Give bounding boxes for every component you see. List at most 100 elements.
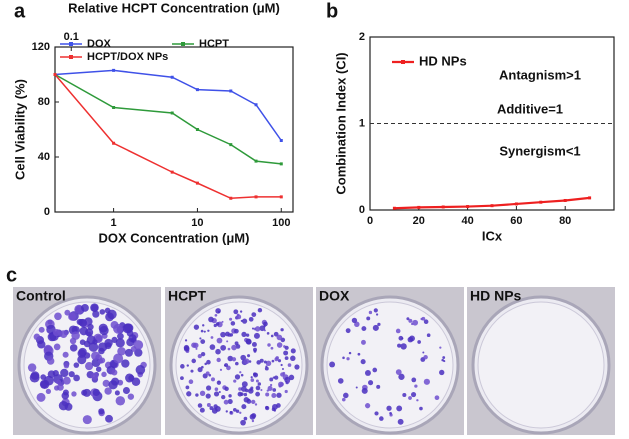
- colony: [240, 386, 247, 392]
- colony: [215, 348, 221, 355]
- colony: [95, 366, 102, 372]
- colony: [220, 331, 226, 338]
- colony: [54, 312, 62, 321]
- colony: [372, 367, 378, 373]
- colony: [180, 376, 184, 381]
- colony: [60, 368, 69, 378]
- colony: [77, 349, 87, 358]
- colony: [288, 374, 295, 381]
- marker: [112, 68, 116, 72]
- marker: [170, 111, 174, 115]
- colony: [245, 333, 250, 337]
- colony: [206, 403, 211, 407]
- series-line: [54, 69, 282, 141]
- colony: [99, 357, 106, 364]
- y-tick-label: 120: [32, 41, 50, 53]
- colony: [254, 326, 261, 332]
- colony: [85, 328, 94, 337]
- marker: [229, 143, 233, 147]
- colony: [442, 356, 446, 359]
- colony: [253, 314, 256, 317]
- dish-inner: [326, 301, 454, 429]
- colony: [290, 355, 296, 362]
- colony: [355, 386, 358, 389]
- colony: [273, 331, 279, 337]
- colony: [434, 395, 440, 401]
- colony: [236, 313, 240, 317]
- colony: [412, 319, 419, 326]
- colony: [199, 337, 202, 340]
- y-axis-label: Cell Viability (%): [12, 79, 27, 180]
- colony: [56, 379, 62, 385]
- marker: [170, 75, 174, 79]
- colony: [342, 356, 345, 360]
- colony: [290, 348, 296, 354]
- colony: [266, 389, 269, 392]
- colony: [205, 385, 212, 391]
- colony: [252, 372, 257, 377]
- annotation: Antagnism>1: [499, 67, 581, 82]
- x-axis-label: DOX Concentration (μM): [99, 230, 250, 245]
- y-tick-label: 40: [38, 151, 50, 163]
- x2-axis-label: Relative HCPT Concentration (μM): [68, 0, 280, 15]
- marker: [490, 204, 494, 208]
- colony: [364, 369, 371, 376]
- colony: [117, 332, 124, 340]
- marker: [195, 181, 199, 185]
- colony: [280, 363, 283, 367]
- colony: [223, 399, 229, 405]
- colony: [207, 329, 210, 332]
- colony: [275, 356, 279, 360]
- colony: [256, 360, 261, 365]
- colony: [354, 321, 360, 328]
- colony: [213, 404, 218, 409]
- colony: [205, 393, 211, 399]
- colony: [283, 350, 289, 356]
- colony: [190, 369, 194, 373]
- legend-label: HCPT: [199, 38, 229, 50]
- colony: [221, 394, 226, 400]
- colony: [86, 335, 96, 345]
- colony: [230, 321, 236, 326]
- colony: [248, 388, 254, 394]
- colony: [56, 383, 64, 391]
- colony: [423, 319, 429, 324]
- colony: [271, 393, 277, 399]
- colony: [117, 346, 126, 356]
- colony: [294, 364, 300, 370]
- colony: [247, 354, 251, 358]
- colony: [208, 316, 214, 323]
- colony: [92, 310, 100, 318]
- colony: [254, 403, 258, 406]
- annotation: Synergism<1: [499, 143, 580, 158]
- colony: [99, 309, 106, 315]
- colony: [406, 317, 410, 321]
- colony: [202, 324, 205, 327]
- colony: [223, 364, 227, 367]
- colony: [257, 382, 262, 386]
- colony: [265, 360, 272, 367]
- colony: [233, 309, 239, 315]
- legend-marker: [69, 42, 73, 46]
- colony: [423, 354, 428, 360]
- panel-label: c: [6, 264, 17, 286]
- colony: [263, 360, 267, 364]
- colony: [220, 344, 227, 351]
- colony: [68, 312, 76, 319]
- colony: [420, 317, 423, 321]
- colony: [248, 316, 254, 322]
- colony: [229, 411, 233, 414]
- colony: [77, 355, 87, 365]
- y-tick-label: 80: [38, 96, 50, 108]
- photo-label: Control: [16, 288, 66, 304]
- colony: [124, 348, 133, 357]
- colony: [122, 387, 130, 395]
- colony: [210, 377, 215, 382]
- colony: [227, 398, 233, 405]
- colony: [215, 308, 221, 314]
- colony: [253, 332, 260, 339]
- colony: [234, 328, 239, 334]
- photo: DOX: [316, 287, 464, 435]
- marker: [170, 170, 174, 174]
